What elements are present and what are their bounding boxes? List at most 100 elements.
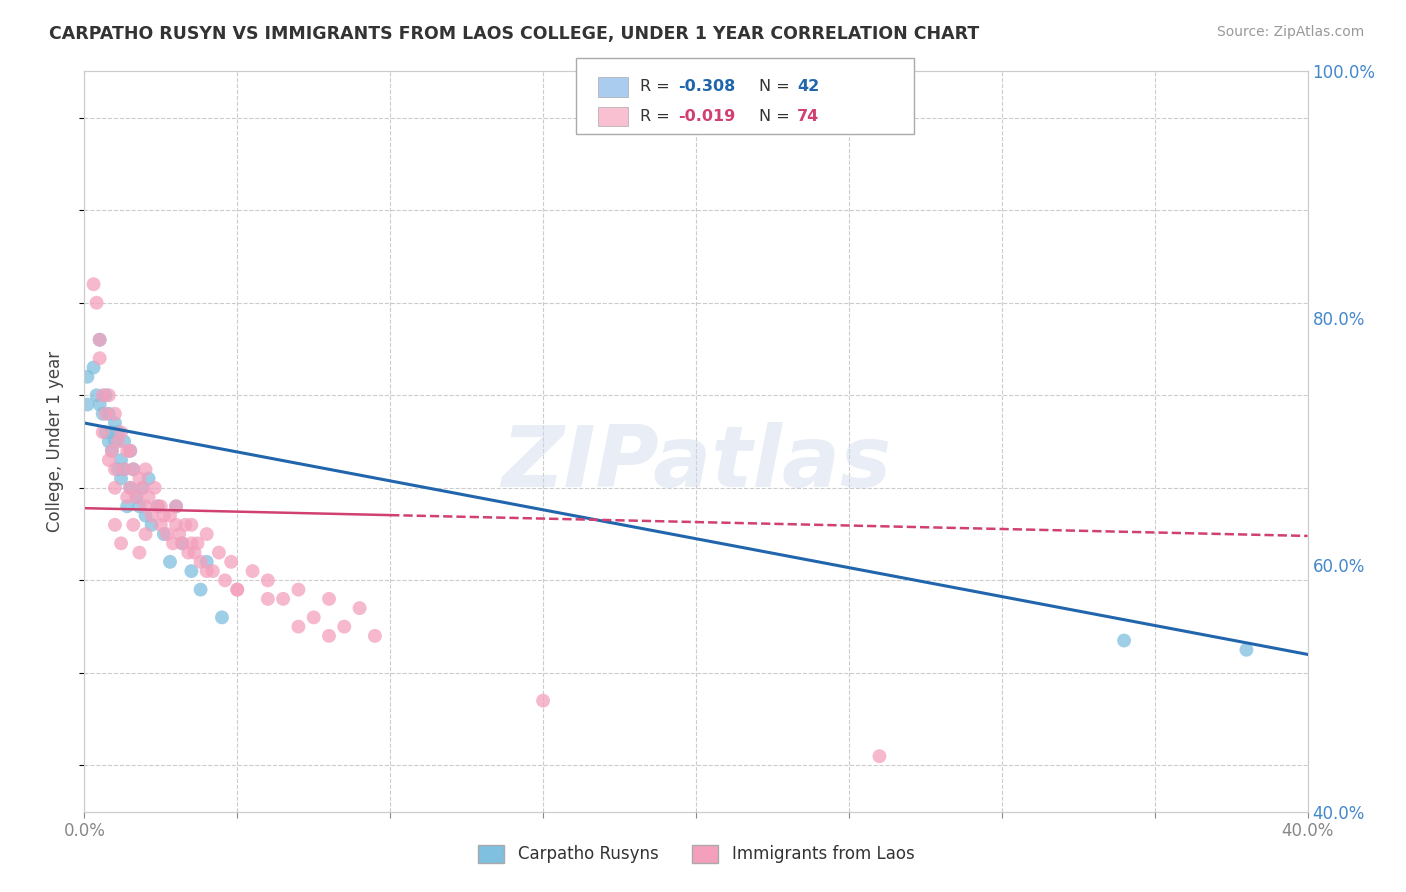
Point	[531, 694, 554, 708]
Point	[110, 472, 132, 486]
Text: -0.308: -0.308	[678, 79, 735, 95]
Point	[208, 545, 231, 560]
Point	[153, 527, 176, 541]
Point	[318, 629, 340, 643]
Point	[135, 508, 157, 523]
Point	[101, 443, 124, 458]
Point	[190, 555, 212, 569]
Point	[1114, 633, 1136, 648]
Text: 74: 74	[797, 109, 820, 124]
Point	[153, 508, 176, 523]
Point	[143, 481, 166, 495]
Point	[180, 536, 202, 550]
Point	[83, 277, 105, 292]
Point	[318, 591, 340, 606]
Y-axis label: College, Under 1 year: College, Under 1 year	[45, 351, 63, 533]
Point	[287, 619, 309, 633]
Point	[214, 574, 236, 588]
Point	[115, 443, 138, 458]
Point	[104, 462, 127, 476]
Point	[172, 536, 194, 550]
Point	[89, 333, 111, 347]
Point	[131, 481, 153, 495]
Point	[177, 545, 200, 560]
Text: Source: ZipAtlas.com: Source: ZipAtlas.com	[1216, 25, 1364, 39]
Text: N =: N =	[759, 79, 796, 95]
Point	[115, 490, 138, 504]
Point	[131, 481, 153, 495]
Point	[167, 527, 190, 541]
Point	[226, 582, 249, 597]
Point	[174, 517, 197, 532]
Point	[107, 462, 129, 476]
Point	[195, 555, 218, 569]
Point	[190, 582, 212, 597]
Point	[97, 407, 120, 421]
Point	[141, 508, 163, 523]
Point	[83, 360, 105, 375]
Point	[183, 545, 205, 560]
Text: N =: N =	[759, 109, 796, 124]
Point	[89, 351, 111, 366]
Point	[159, 555, 181, 569]
Point	[104, 416, 127, 430]
Point	[115, 500, 138, 514]
Text: CARPATHO RUSYN VS IMMIGRANTS FROM LAOS COLLEGE, UNDER 1 YEAR CORRELATION CHART: CARPATHO RUSYN VS IMMIGRANTS FROM LAOS C…	[49, 25, 980, 43]
Point	[141, 517, 163, 532]
Legend: Carpatho Rusyns, Immigrants from Laos: Carpatho Rusyns, Immigrants from Laos	[471, 838, 921, 870]
Point	[257, 591, 280, 606]
Point	[149, 517, 172, 532]
Point	[257, 574, 280, 588]
Point	[159, 508, 181, 523]
Point	[162, 536, 184, 550]
Point	[122, 517, 145, 532]
Point	[97, 434, 120, 449]
Point	[104, 434, 127, 449]
Point	[186, 536, 208, 550]
Point	[120, 481, 142, 495]
Point	[112, 462, 135, 476]
Point	[364, 629, 387, 643]
Point	[76, 398, 98, 412]
Point	[128, 500, 150, 514]
Point	[101, 425, 124, 440]
Point	[91, 425, 114, 440]
Point	[128, 545, 150, 560]
Point	[107, 434, 129, 449]
Point	[104, 517, 127, 532]
Point	[165, 500, 187, 514]
Point	[125, 490, 148, 504]
Point	[135, 500, 157, 514]
Point	[149, 500, 172, 514]
Point	[1236, 642, 1258, 657]
Text: R =: R =	[640, 79, 675, 95]
Point	[135, 462, 157, 476]
Point	[89, 333, 111, 347]
Point	[86, 388, 108, 402]
Point	[91, 407, 114, 421]
Point	[104, 407, 127, 421]
Point	[112, 462, 135, 476]
Point	[125, 490, 148, 504]
Point	[101, 443, 124, 458]
Point	[91, 388, 114, 402]
Point	[120, 481, 142, 495]
Point	[226, 582, 249, 597]
Point	[107, 425, 129, 440]
Point	[104, 481, 127, 495]
Point	[219, 555, 242, 569]
Point	[128, 472, 150, 486]
Point	[122, 462, 145, 476]
Point	[201, 564, 224, 578]
Point	[110, 536, 132, 550]
Point	[180, 564, 202, 578]
Point	[165, 517, 187, 532]
Point	[86, 295, 108, 310]
Point	[302, 610, 325, 624]
Text: R =: R =	[640, 109, 675, 124]
Point	[120, 443, 142, 458]
Point	[869, 749, 891, 764]
Point	[138, 490, 160, 504]
Point	[156, 527, 179, 541]
Point	[97, 453, 120, 467]
